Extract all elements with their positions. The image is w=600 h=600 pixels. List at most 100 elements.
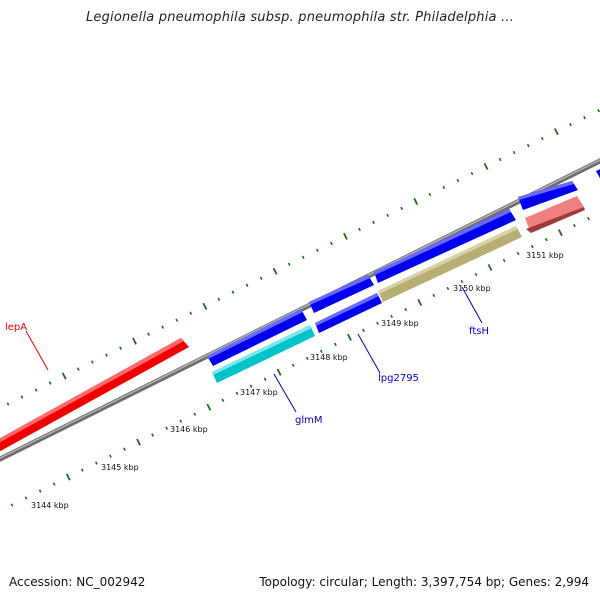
tick-mark bbox=[530, 244, 534, 249]
tick-mark bbox=[206, 403, 212, 411]
tick-mark bbox=[80, 468, 84, 472]
tick-mark bbox=[583, 115, 586, 120]
kbp-label: 3151 kbp bbox=[526, 251, 564, 260]
tick-mark bbox=[333, 342, 337, 347]
tick-mark bbox=[119, 346, 122, 350]
tick-mark bbox=[544, 237, 548, 242]
tick-mark bbox=[34, 388, 38, 392]
tick-mark bbox=[400, 206, 404, 211]
gene-cds-5[interactable] bbox=[596, 165, 600, 180]
kbp-label: 3145 kbp bbox=[101, 463, 139, 472]
callout-glmM bbox=[273, 373, 297, 413]
tick-mark bbox=[432, 293, 436, 298]
gene-cds-4[interactable] bbox=[518, 181, 578, 210]
tick-mark bbox=[474, 272, 478, 277]
gene-lpg2795[interactable] bbox=[315, 293, 382, 333]
callout-lpg2795 bbox=[357, 333, 381, 374]
tick-mark bbox=[372, 220, 375, 225]
tick-mark bbox=[161, 325, 165, 329]
tick-mark bbox=[151, 433, 155, 437]
tick-mark bbox=[428, 192, 432, 197]
tick-mark bbox=[276, 368, 282, 376]
tick-mark bbox=[24, 496, 28, 500]
tick-mark bbox=[291, 363, 295, 367]
tick-mark bbox=[105, 353, 108, 357]
tick-mark bbox=[502, 258, 506, 263]
tick-mark bbox=[569, 122, 572, 127]
tick-mark bbox=[343, 232, 348, 240]
tick-mark bbox=[587, 216, 590, 221]
kbp-label: 3148 kbp bbox=[310, 353, 348, 362]
tick-mark bbox=[362, 328, 365, 333]
tick-mark bbox=[442, 185, 446, 190]
tick-mark bbox=[147, 332, 151, 336]
tick-mark bbox=[315, 248, 319, 253]
tick-mark bbox=[61, 372, 67, 380]
tick-mark bbox=[553, 128, 559, 136]
tick-mark bbox=[456, 178, 460, 183]
tick-mark bbox=[52, 482, 56, 486]
tick-mark bbox=[516, 251, 520, 256]
tick-mark bbox=[597, 108, 600, 113]
genome-stats-text: Topology: circular; Length: 3,397,754 bp… bbox=[259, 575, 589, 589]
outer-tick-ring bbox=[6, 108, 600, 406]
accession-text: Accession: NC_002942 bbox=[9, 575, 146, 589]
tick-mark bbox=[259, 276, 263, 280]
tick-mark bbox=[65, 473, 71, 481]
tick-mark bbox=[390, 314, 394, 319]
kbp-label: 3147 kbp bbox=[240, 388, 278, 397]
tick-mark bbox=[305, 356, 309, 361]
tick-mark bbox=[358, 227, 361, 232]
tick-mark bbox=[329, 241, 333, 246]
gene-reverse-pink[interactable] bbox=[525, 196, 585, 233]
callout-ftsH bbox=[461, 286, 483, 324]
kbp-label: 3150 kbp bbox=[453, 284, 491, 293]
tick-mark bbox=[245, 283, 249, 287]
gene-label-lepA: lepA bbox=[5, 322, 27, 333]
tick-mark bbox=[272, 267, 278, 275]
tick-mark bbox=[386, 213, 390, 218]
tick-mark bbox=[123, 447, 126, 451]
tick-mark bbox=[413, 197, 419, 205]
tick-mark bbox=[193, 412, 197, 416]
tick-mark bbox=[10, 503, 14, 507]
tick-mark bbox=[263, 377, 267, 381]
gene-ftsH[interactable] bbox=[378, 226, 522, 302]
tick-mark bbox=[235, 391, 239, 395]
tick-mark bbox=[404, 307, 408, 312]
tick-mark bbox=[417, 298, 423, 306]
gene-cds-2[interactable] bbox=[309, 275, 374, 313]
tick-mark bbox=[526, 143, 530, 148]
tick-mark bbox=[249, 384, 253, 388]
tick-mark bbox=[483, 162, 489, 171]
tick-mark bbox=[221, 398, 225, 402]
tick-mark bbox=[48, 381, 52, 385]
tick-mark bbox=[231, 290, 235, 294]
tick-mark bbox=[487, 263, 493, 272]
tick-mark bbox=[20, 395, 24, 399]
tick-mark bbox=[217, 297, 221, 301]
tick-mark bbox=[301, 255, 305, 260]
tick-mark bbox=[202, 302, 208, 310]
gene-lepA[interactable] bbox=[0, 338, 189, 454]
gene-cds-3[interactable] bbox=[374, 209, 516, 283]
tick-mark bbox=[446, 286, 450, 291]
tick-mark bbox=[165, 426, 169, 430]
map-title: Legionella pneumophila subsp. pneumophil… bbox=[85, 10, 515, 25]
tick-mark bbox=[109, 454, 112, 458]
tick-mark bbox=[132, 337, 137, 345]
gene-cds-1[interactable] bbox=[207, 309, 307, 366]
tick-mark bbox=[6, 402, 10, 406]
tick-mark bbox=[376, 321, 379, 326]
tick-mark bbox=[175, 318, 179, 322]
tick-mark bbox=[90, 360, 94, 364]
gene-glmM[interactable] bbox=[212, 325, 315, 383]
tick-mark bbox=[573, 223, 576, 228]
tick-mark bbox=[38, 489, 42, 493]
callout-lepA bbox=[25, 330, 49, 371]
gene-callout-lines bbox=[25, 286, 483, 413]
tick-mark bbox=[76, 367, 80, 371]
inner-tick-ring bbox=[10, 216, 590, 507]
tick-mark bbox=[319, 349, 323, 354]
